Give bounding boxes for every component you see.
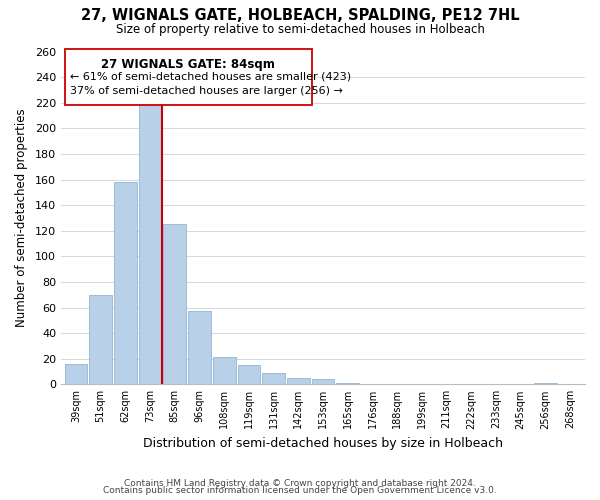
Bar [311,379,334,384]
Text: ← 61% of semi-detached houses are smaller (423): ← 61% of semi-detached houses are smalle… [70,72,351,82]
Text: Contains public sector information licensed under the Open Government Licence v3: Contains public sector information licen… [103,486,497,495]
Bar [188,312,211,384]
Text: 27, WIGNALS GATE, HOLBEACH, SPALDING, PE12 7HL: 27, WIGNALS GATE, HOLBEACH, SPALDING, PE… [80,8,520,22]
Bar [163,224,186,384]
Bar [238,365,260,384]
FancyBboxPatch shape [65,49,312,106]
Bar [287,378,310,384]
Bar [337,383,359,384]
Bar [213,358,236,384]
Bar [114,182,137,384]
Text: 27 WIGNALS GATE: 84sqm: 27 WIGNALS GATE: 84sqm [101,58,275,71]
Bar [534,383,557,384]
X-axis label: Distribution of semi-detached houses by size in Holbeach: Distribution of semi-detached houses by … [143,437,503,450]
Text: Size of property relative to semi-detached houses in Holbeach: Size of property relative to semi-detach… [116,22,484,36]
Text: 37% of semi-detached houses are larger (256) →: 37% of semi-detached houses are larger (… [70,86,343,96]
Bar [139,104,161,384]
Text: Contains HM Land Registry data © Crown copyright and database right 2024.: Contains HM Land Registry data © Crown c… [124,478,476,488]
Y-axis label: Number of semi-detached properties: Number of semi-detached properties [15,108,28,327]
Bar [262,373,285,384]
Bar [89,294,112,384]
Bar [65,364,87,384]
